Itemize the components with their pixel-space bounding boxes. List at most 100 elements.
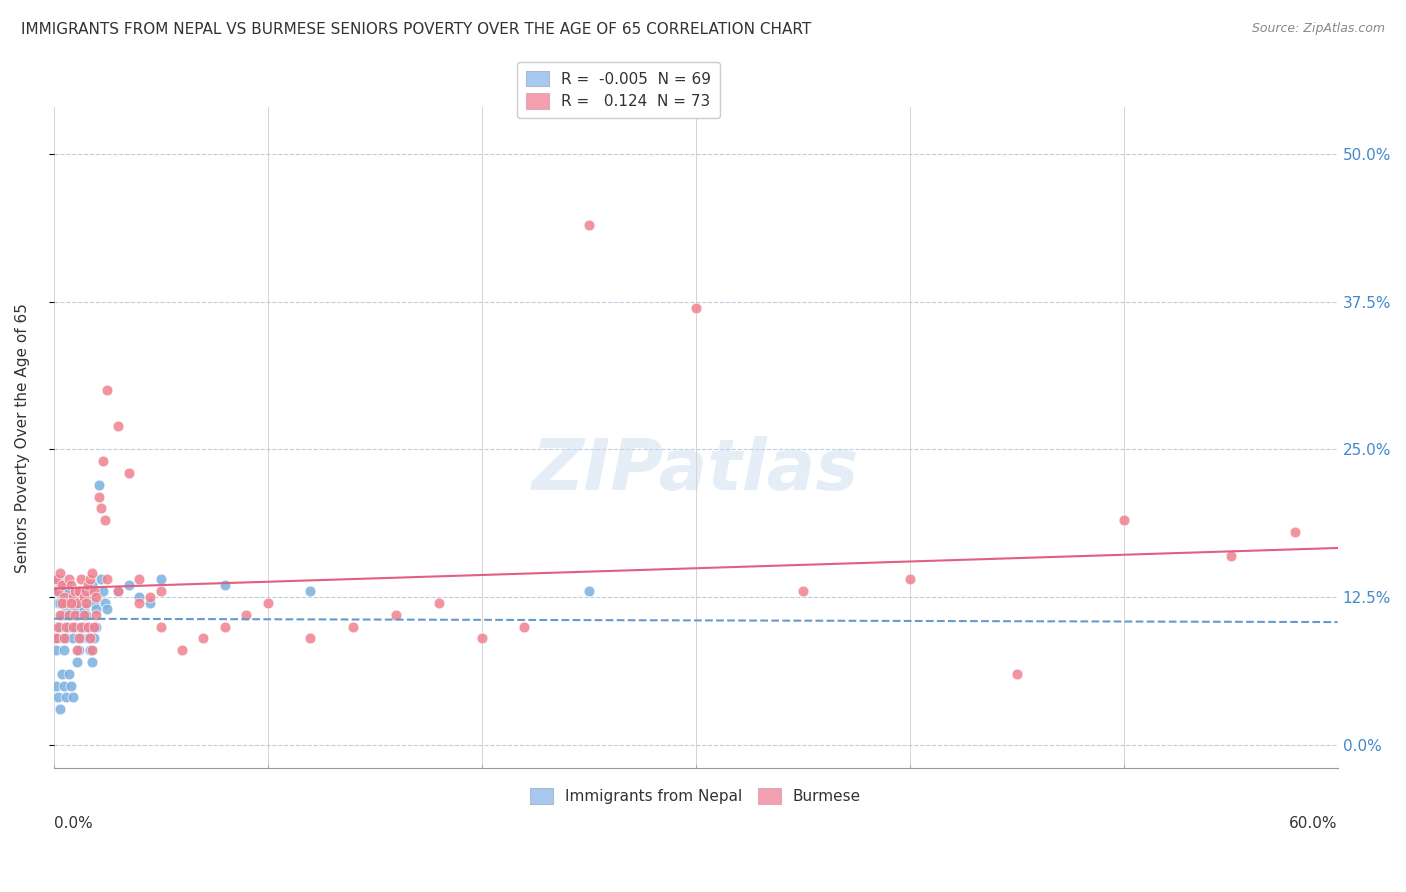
- Point: [45, 584, 67, 599]
- Point: [117, 578, 139, 592]
- Point: [58, 584, 80, 599]
- Point: [62, 632, 84, 646]
- Point: [256, 596, 278, 610]
- Point: [342, 619, 364, 633]
- Point: [59, 607, 82, 622]
- Point: [792, 584, 814, 599]
- Point: [235, 607, 257, 622]
- Point: [72, 607, 94, 622]
- Point: [63, 619, 86, 633]
- Point: [96, 573, 118, 587]
- Point: [55, 602, 77, 616]
- Point: [70, 632, 93, 646]
- Point: [128, 573, 150, 587]
- Point: [685, 301, 707, 315]
- Point: [67, 632, 90, 646]
- Point: [82, 578, 104, 592]
- Point: [45, 679, 67, 693]
- Point: [471, 632, 494, 646]
- Point: [149, 573, 172, 587]
- Point: [51, 666, 73, 681]
- Point: [128, 590, 150, 604]
- Point: [58, 666, 80, 681]
- Point: [94, 596, 117, 610]
- Point: [149, 619, 172, 633]
- Point: [58, 619, 80, 633]
- Point: [86, 607, 108, 622]
- Point: [53, 679, 76, 693]
- Point: [299, 584, 322, 599]
- Y-axis label: Seniors Poverty Over the Age of 65: Seniors Poverty Over the Age of 65: [15, 302, 30, 573]
- Point: [107, 584, 129, 599]
- Point: [214, 578, 236, 592]
- Point: [59, 578, 82, 592]
- Text: ZIPatlas: ZIPatlas: [531, 436, 859, 505]
- Point: [75, 596, 97, 610]
- Point: [70, 584, 93, 599]
- Point: [107, 584, 129, 599]
- Point: [75, 584, 97, 599]
- Point: [1219, 549, 1241, 563]
- Point: [149, 584, 172, 599]
- Point: [139, 596, 162, 610]
- Point: [58, 607, 80, 622]
- Point: [83, 584, 105, 599]
- Point: [63, 607, 86, 622]
- Point: [139, 590, 162, 604]
- Point: [79, 573, 101, 587]
- Point: [46, 596, 69, 610]
- Point: [45, 632, 67, 646]
- Point: [53, 643, 76, 657]
- Point: [49, 578, 72, 592]
- Point: [51, 578, 73, 592]
- Point: [83, 619, 105, 633]
- Point: [46, 690, 69, 705]
- Point: [96, 384, 118, 398]
- Point: [66, 643, 89, 657]
- Point: [55, 596, 77, 610]
- Text: 60.0%: 60.0%: [1289, 815, 1337, 830]
- Point: [49, 596, 72, 610]
- Point: [79, 632, 101, 646]
- Point: [45, 643, 67, 657]
- Point: [49, 702, 72, 716]
- Point: [76, 590, 98, 604]
- Point: [86, 590, 108, 604]
- Point: [63, 602, 86, 616]
- Point: [117, 466, 139, 480]
- Point: [128, 596, 150, 610]
- Point: [46, 619, 69, 633]
- Point: [86, 602, 108, 616]
- Point: [70, 619, 93, 633]
- Text: Source: ZipAtlas.com: Source: ZipAtlas.com: [1251, 22, 1385, 36]
- Point: [72, 602, 94, 616]
- Point: [90, 501, 112, 516]
- Point: [66, 607, 89, 622]
- Point: [45, 584, 67, 599]
- Point: [75, 596, 97, 610]
- Point: [170, 643, 193, 657]
- Point: [53, 590, 76, 604]
- Point: [427, 596, 450, 610]
- Point: [53, 632, 76, 646]
- Point: [82, 655, 104, 669]
- Point: [51, 596, 73, 610]
- Point: [76, 632, 98, 646]
- Point: [578, 584, 600, 599]
- Point: [67, 596, 90, 610]
- Point: [49, 607, 72, 622]
- Point: [62, 690, 84, 705]
- Point: [86, 619, 108, 633]
- Point: [51, 607, 73, 622]
- Point: [53, 607, 76, 622]
- Point: [46, 584, 69, 599]
- Point: [91, 584, 114, 599]
- Legend: R =  -0.005  N = 69, R =   0.124  N = 73: R = -0.005 N = 69, R = 0.124 N = 73: [517, 62, 720, 118]
- Point: [49, 619, 72, 633]
- Point: [83, 596, 105, 610]
- Point: [53, 596, 76, 610]
- Point: [898, 573, 921, 587]
- Point: [79, 584, 101, 599]
- Point: [58, 584, 80, 599]
- Point: [66, 596, 89, 610]
